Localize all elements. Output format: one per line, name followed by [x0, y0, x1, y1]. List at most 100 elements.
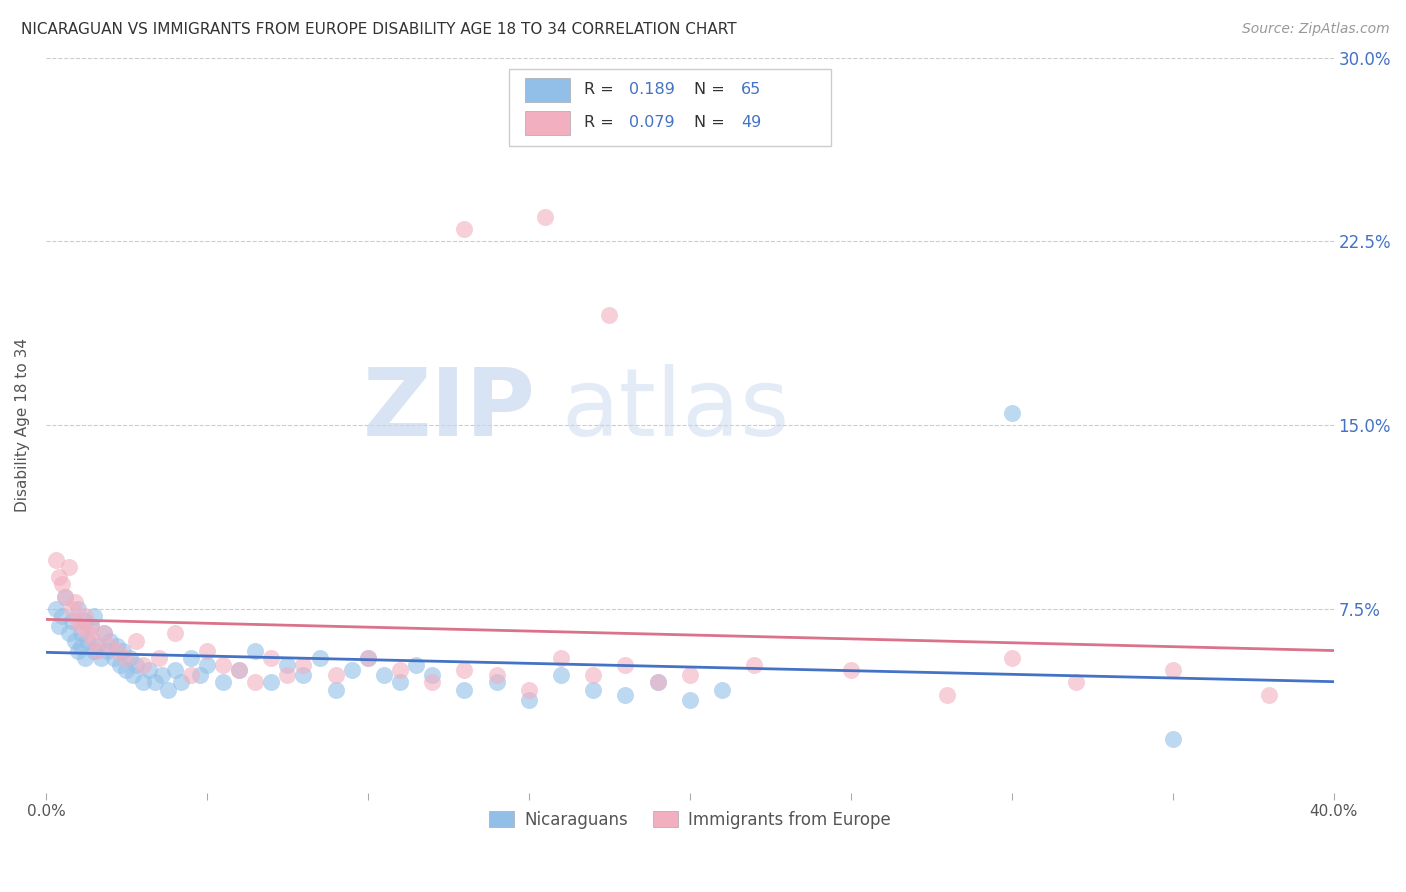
Point: [45, 553, 67, 567]
Point: [58, 626, 80, 640]
Point: [90, 651, 112, 665]
Text: 0.079: 0.079: [630, 115, 675, 130]
Point: [936, 688, 959, 702]
Point: [163, 663, 186, 677]
Point: [679, 668, 702, 682]
Point: [163, 626, 186, 640]
Point: [67, 614, 90, 628]
Point: [389, 675, 412, 690]
Point: [1064, 675, 1087, 690]
Point: [276, 658, 298, 673]
Point: [582, 682, 605, 697]
Point: [1161, 731, 1184, 746]
Point: [148, 651, 170, 665]
Point: [83, 609, 105, 624]
Point: [70, 639, 93, 653]
Point: [112, 643, 135, 657]
Text: 0.189: 0.189: [630, 82, 675, 97]
Point: [138, 663, 160, 677]
Point: [70, 626, 93, 640]
Point: [45, 602, 67, 616]
Point: [195, 643, 218, 657]
Point: [373, 668, 395, 682]
Point: [170, 675, 193, 690]
Point: [51, 609, 73, 624]
Point: [245, 675, 267, 690]
Text: R =: R =: [583, 115, 619, 130]
Point: [105, 639, 128, 653]
Point: [73, 609, 96, 624]
Point: [86, 639, 108, 653]
Point: [325, 682, 347, 697]
Point: [1001, 406, 1024, 420]
Point: [647, 675, 669, 690]
Point: [108, 658, 131, 673]
Point: [115, 651, 138, 665]
Text: 49: 49: [741, 115, 762, 130]
Point: [550, 651, 572, 665]
Point: [679, 692, 702, 706]
Point: [614, 658, 637, 673]
Point: [292, 658, 315, 673]
Point: [405, 658, 427, 673]
Y-axis label: Disability Age 18 to 34: Disability Age 18 to 34: [15, 338, 30, 512]
Point: [1258, 688, 1281, 702]
Point: [67, 643, 90, 657]
Point: [98, 633, 121, 648]
Point: [180, 651, 202, 665]
Point: [70, 619, 93, 633]
Point: [389, 663, 412, 677]
Point: [534, 210, 557, 224]
Point: [51, 577, 73, 591]
Point: [53, 590, 76, 604]
Point: [212, 658, 235, 673]
FancyBboxPatch shape: [524, 78, 569, 102]
Point: [647, 675, 669, 690]
Point: [96, 643, 118, 657]
Point: [150, 668, 173, 682]
Point: [80, 619, 103, 633]
Point: [228, 663, 250, 677]
Point: [105, 643, 128, 657]
Point: [598, 308, 620, 322]
Point: [63, 594, 86, 608]
Point: [453, 663, 475, 677]
Point: [340, 663, 363, 677]
Point: [517, 682, 540, 697]
Text: atlas: atlas: [561, 365, 789, 457]
Point: [839, 663, 862, 677]
Point: [276, 668, 298, 682]
Point: [67, 602, 90, 616]
Point: [308, 651, 330, 665]
Point: [98, 639, 121, 653]
Point: [190, 668, 212, 682]
Point: [485, 675, 508, 690]
Point: [550, 668, 572, 682]
Point: [93, 626, 115, 640]
Point: [325, 668, 347, 682]
Point: [742, 658, 765, 673]
Point: [125, 658, 148, 673]
Point: [614, 688, 637, 702]
Text: ZIP: ZIP: [363, 365, 536, 457]
Point: [60, 602, 83, 616]
Point: [122, 668, 145, 682]
Text: N =: N =: [693, 82, 730, 97]
Point: [103, 651, 125, 665]
Point: [212, 675, 235, 690]
Point: [76, 626, 98, 640]
Text: NICARAGUAN VS IMMIGRANTS FROM EUROPE DISABILITY AGE 18 TO 34 CORRELATION CHART: NICARAGUAN VS IMMIGRANTS FROM EUROPE DIS…: [21, 22, 737, 37]
Point: [83, 633, 105, 648]
Legend: Nicaraguans, Immigrants from Europe: Nicaraguans, Immigrants from Europe: [482, 805, 897, 836]
Point: [453, 222, 475, 236]
Point: [60, 614, 83, 628]
Point: [485, 668, 508, 682]
Point: [80, 619, 103, 633]
Point: [195, 658, 218, 673]
Point: [228, 663, 250, 677]
Point: [125, 633, 148, 648]
Point: [517, 692, 540, 706]
Point: [93, 626, 115, 640]
Point: [76, 633, 98, 648]
Point: [420, 668, 443, 682]
